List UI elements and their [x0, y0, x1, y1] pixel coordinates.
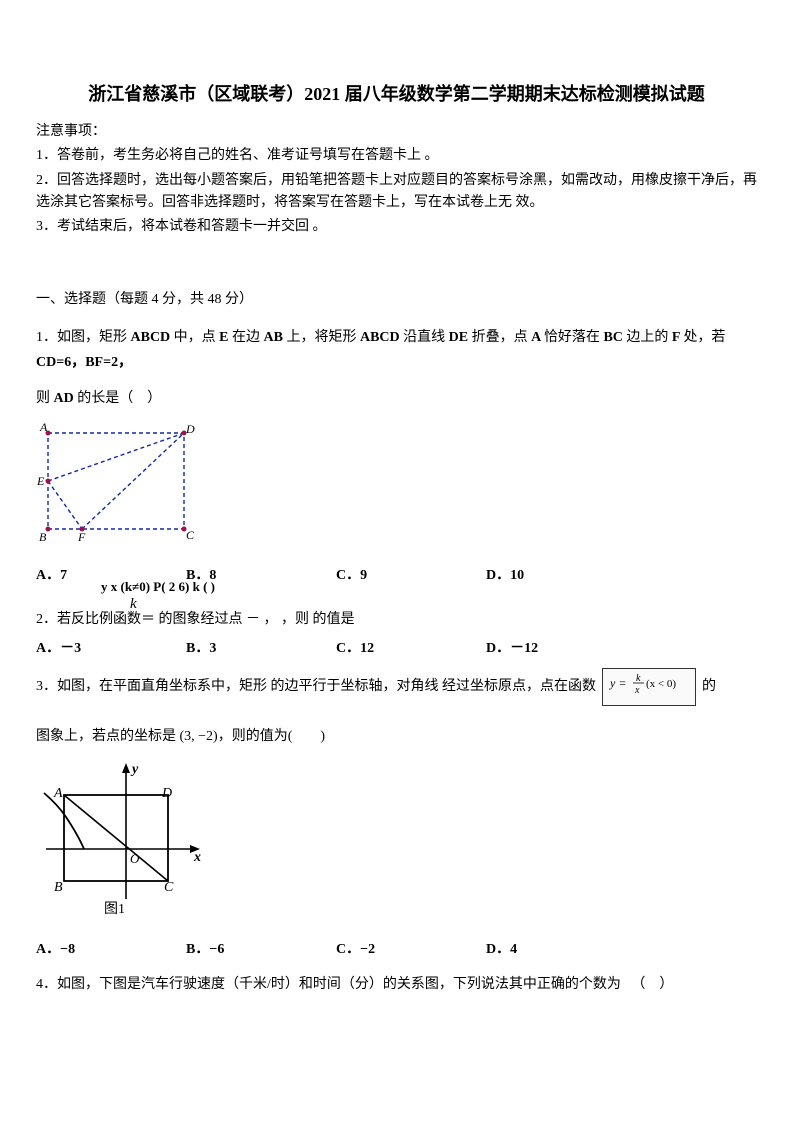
q1-t8: 边上的 [626, 325, 672, 350]
q2-opt-d: D．－12 [486, 638, 636, 660]
svg-text:y: y [130, 762, 139, 777]
q3-opt-c: C．−2 [336, 939, 486, 961]
svg-text:x: x [634, 685, 640, 695]
svg-text:x: x [193, 850, 201, 865]
question-4-text: 4．如图，下图是汽车行驶速度（千米/时）和时间（分）的关系图，下列说法其中正确的… [36, 972, 757, 997]
q1-t7: 恰好落在 [544, 325, 604, 350]
q1-l2-b: AD [54, 391, 78, 406]
q2-k: k [130, 592, 137, 616]
q1-t2: 中，点 [174, 325, 220, 350]
svg-text:F: F [77, 530, 86, 543]
q1-b1: ABCD [131, 325, 174, 350]
q2-main: 2．若反比例函数＝ 的图象经过点 － ， ，则 的值是 [36, 595, 757, 631]
question-1-text: 1．如图，矩形 ABCD 中，点 E 在边 AB 上，将矩形 ABCD 沿直线 … [36, 325, 757, 375]
svg-text:D: D [161, 786, 172, 801]
notice-header: 注意事项： [36, 121, 757, 143]
section-1-header: 一、选择题（每题 4 分，共 48 分） [36, 289, 757, 311]
svg-text:A: A [39, 421, 48, 434]
svg-text:A: A [53, 786, 63, 801]
svg-text:(x < 0): (x < 0) [646, 678, 676, 690]
svg-text:k: k [636, 673, 641, 684]
q3-diagram: y x O A D B C 图1 [36, 759, 216, 917]
q1-b5: DE [449, 325, 472, 350]
svg-text:E: E [36, 474, 45, 488]
notice-item-1: 1．答卷前，考生务必将自己的姓名、准考证号填写在答题卡上 。 [36, 145, 757, 167]
svg-text:y =: y = [609, 676, 626, 690]
q3-pre: 3．如图，在平面直角坐标系中，矩形 的边平行于坐标轴，对角线 经过坐标原点，点在… [36, 674, 596, 699]
q2-opt-c: C．12 [336, 638, 486, 660]
q1-b7: BC [603, 325, 626, 350]
svg-text:C: C [164, 880, 174, 895]
q1-opt-c: C．9 [336, 565, 486, 587]
notice-item-2: 2．回答选择题时，选出每小题答案后，用铅笔把答题卡上对应题目的答案标号涂黑，如需… [36, 170, 757, 215]
q1-opt-d: D．10 [486, 565, 636, 587]
notice-item-3: 3．考试结束后，将本试卷和答题卡一并交回 。 [36, 216, 757, 238]
q1-b9: CD=6，BF=2， [36, 350, 132, 375]
q2-opt-a: A．－3 [36, 638, 186, 660]
q1-diagram: A D E B F C [36, 421, 196, 543]
question-2-wrap: y x (k≠0) P( 2 6) k ( ) k 2．若反比例函数＝ 的图象经… [36, 595, 757, 631]
q1-b6: A [531, 325, 544, 350]
page-title: 浙江省慈溪市（区域联考）2021 届八年级数学第二学期期末达标检测模拟试题 [36, 80, 757, 109]
q2-top-line: y x (k≠0) P( 2 6) k ( ) [101, 577, 215, 598]
question-1-figure: A D E B F C [36, 421, 757, 551]
question-2-options: A．－3 B．3 C．12 D．－12 [36, 638, 757, 660]
svg-text:B: B [39, 530, 47, 543]
q1-b8: F [672, 325, 684, 350]
question-3-figure: y x O A D B C 图1 [36, 759, 757, 925]
q3-formula: y = k x (x < 0) [602, 668, 696, 706]
q2-opt-b: B．3 [186, 638, 336, 660]
q3-opt-b: B．−6 [186, 939, 336, 961]
q1-t9: 处，若 [683, 325, 729, 350]
q1-b3: AB [264, 325, 287, 350]
q1-t5: 沿直线 [403, 325, 449, 350]
q1-t4: 上，将矩形 [286, 325, 360, 350]
q3-opt-d: D．4 [486, 939, 636, 961]
question-3-options: A．−8 B．−6 C．−2 D．4 [36, 939, 757, 961]
q1-l2-post: 的长是（ ） [77, 391, 161, 406]
formula-icon: y = k x (x < 0) [608, 671, 690, 695]
fig-label: 图1 [104, 902, 125, 917]
question-3-line1: 3．如图，在平面直角坐标系中，矩形 的边平行于坐标轴，对角线 经过坐标原点，点在… [36, 668, 757, 706]
q3-opt-a: A．−8 [36, 939, 186, 961]
q1-t1: 1．如图，矩形 [36, 325, 131, 350]
q3-post: 的 [702, 674, 716, 699]
question-1-line2: 则 AD 的长是（ ） [36, 386, 757, 411]
question-3-line2: 图象上，若点的坐标是 (3, −2)，则的值为( ) [36, 724, 757, 749]
q1-l2-pre: 则 [36, 391, 54, 406]
q1-t3: 在边 [232, 325, 264, 350]
svg-text:B: B [54, 880, 63, 895]
q1-t6: 折叠，点 [472, 325, 532, 350]
svg-text:D: D [185, 422, 195, 436]
q1-b2: E [219, 325, 232, 350]
svg-text:C: C [186, 528, 195, 542]
q1-b4: ABCD [360, 325, 403, 350]
